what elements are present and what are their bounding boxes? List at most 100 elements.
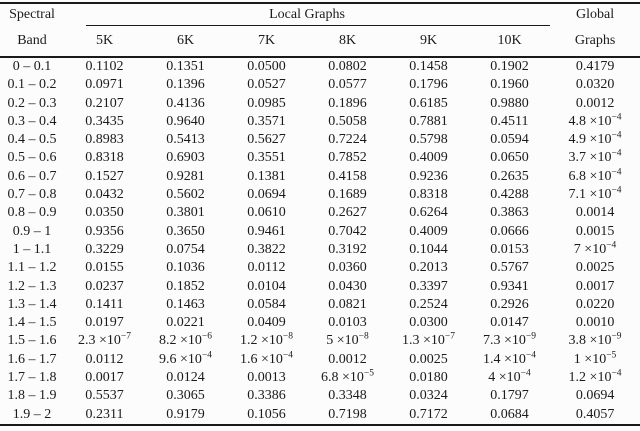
local-graph-cell: 0.3571 xyxy=(247,113,286,129)
table-row: 1.2 – 1.3 0.0237 0.1852 0.0104 0.0430 0.3397 0… xyxy=(0,278,640,296)
header-size-5k: 5K xyxy=(64,26,145,58)
local-graph-cell: 0.3435 xyxy=(85,113,124,129)
local-graph-cell: 0.7042 xyxy=(328,223,367,239)
spectral-band-cell: 1.7 – 1.8 xyxy=(7,370,57,386)
local-graph-cell: 0.0821 xyxy=(328,296,367,312)
spectral-band-cell: 1.8 – 1.9 xyxy=(7,388,57,404)
local-graph-cell: 0.1056 xyxy=(247,406,286,422)
local-graph-cell: 0.1463 xyxy=(166,296,205,312)
local-graph-cell: 0.3229 xyxy=(85,241,124,257)
spectral-band-cell: 0.2 – 0.3 xyxy=(7,95,57,111)
local-graph-cell: 0.1796 xyxy=(409,77,448,93)
local-graph-cell: 0.1527 xyxy=(85,168,124,184)
local-graph-cell: 0.9179 xyxy=(166,406,205,422)
local-graph-cell: 0.8318 xyxy=(409,187,448,203)
local-graph-cell: 0.0584 xyxy=(247,296,286,312)
local-graph-cell: 0.0012 xyxy=(328,351,367,367)
header-global-line2: Graphs xyxy=(550,26,640,58)
local-graph-cell: 1.2 ×10−8 xyxy=(239,331,293,349)
local-graph-cell: 0.1896 xyxy=(328,95,367,111)
local-graph-cell: 5 ×10−8 xyxy=(326,331,369,349)
local-graph-cell: 0.7198 xyxy=(328,406,367,422)
global-graphs-cell: 0.0015 xyxy=(575,223,615,239)
spectral-band-cell: 0.9 – 1 xyxy=(12,223,52,239)
local-graph-cell: 0.5798 xyxy=(409,132,448,148)
local-graph-cell: 0.1396 xyxy=(166,77,205,93)
local-graph-cell: 0.5413 xyxy=(166,132,205,148)
local-graph-cell: 0.7881 xyxy=(409,113,448,129)
local-graph-cell: 0.0197 xyxy=(85,315,124,331)
local-graph-cell: 0.8983 xyxy=(85,132,124,148)
global-graphs-cell: 0.0017 xyxy=(575,278,615,294)
local-graph-cell: 0.1902 xyxy=(490,59,529,74)
header-size-9k: 9K xyxy=(388,26,469,58)
local-graph-cell: 0.9640 xyxy=(166,113,205,129)
spectral-band-cell: 0.8 – 0.9 xyxy=(7,205,57,221)
local-graph-cell: 0.0104 xyxy=(247,278,286,294)
local-graph-cell: 0.0103 xyxy=(328,315,367,331)
local-graph-cell: 0.2013 xyxy=(409,260,448,276)
local-graph-cell: 0.0594 xyxy=(490,132,529,148)
spectral-band-cell: 0.4 – 0.5 xyxy=(7,132,57,148)
global-graphs-cell: 0.0220 xyxy=(575,296,615,312)
global-graphs-cell: 0.0010 xyxy=(575,315,615,331)
local-graph-cell: 0.2524 xyxy=(409,296,448,312)
global-graphs-cell: 0.0694 xyxy=(575,388,615,404)
spectral-band-cell: 0.7 – 0.8 xyxy=(7,187,57,203)
local-graph-cell: 2.3 ×10−7 xyxy=(77,331,131,349)
local-graph-cell: 0.0017 xyxy=(85,370,124,386)
header-size-10k: 10K xyxy=(469,26,551,58)
local-graph-cell: 0.0432 xyxy=(85,187,124,203)
local-graph-cell: 0.3192 xyxy=(328,241,367,257)
table-row: 0.7 – 0.8 0.0432 0.5602 0.0694 0.1689 0.8318 0… xyxy=(0,186,640,204)
global-graphs-cell: 0.0014 xyxy=(575,205,615,221)
spectral-band-cell: 1.4 – 1.5 xyxy=(7,315,57,331)
local-graph-cell: 0.0221 xyxy=(166,315,205,331)
global-graphs-cell: 1 ×10−5 xyxy=(573,350,617,367)
local-graph-cell: 0.4009 xyxy=(409,150,448,166)
local-graph-cell: 0.0153 xyxy=(490,241,529,257)
local-graph-cell: 0.2627 xyxy=(328,205,367,221)
local-graph-cell: 0.0430 xyxy=(328,278,367,294)
local-graph-cell: 0.7172 xyxy=(409,406,448,422)
local-graph-cell: 0.2311 xyxy=(85,406,124,422)
global-graphs-cell: 0.0320 xyxy=(575,77,615,93)
local-graph-cell: 0.0650 xyxy=(490,150,529,166)
table-row: 0.6 – 0.7 0.1527 0.9281 0.1381 0.4158 0.9236 0… xyxy=(0,167,640,186)
local-graph-cell: 0.0013 xyxy=(247,370,286,386)
spectral-band-cell: 1.6 – 1.7 xyxy=(7,351,57,367)
table-row: 0.4 – 0.5 0.8983 0.5413 0.5627 0.7224 0.5798 0… xyxy=(0,131,640,149)
local-graph-cell: 0.3065 xyxy=(166,388,205,404)
local-graph-cell: 0.2926 xyxy=(490,296,529,312)
table-row: 0.1 – 0.2 0.0971 0.1396 0.0527 0.0577 0.1796 0… xyxy=(0,76,640,94)
table-row: 1.7 – 1.8 0.0017 0.0124 0.0013 6.8 ×10−5 0.01… xyxy=(0,369,640,387)
local-graph-cell: 0.8318 xyxy=(85,150,124,166)
global-graphs-cell: 3.8 ×10−9 xyxy=(568,331,622,349)
local-graph-cell: 0.7224 xyxy=(328,132,367,148)
table-row: 1.5 – 1.6 2.3 ×10−7 8.2 ×10−6 1.2 ×10−8 5 ×1… xyxy=(0,332,640,350)
local-graph-cell: 0.3650 xyxy=(166,223,205,239)
local-graph-cell: 0.5767 xyxy=(490,260,529,276)
spectral-band-cell: 1 – 1.1 xyxy=(12,241,52,257)
local-graph-cell: 0.5627 xyxy=(247,132,286,148)
local-graph-cell: 0.0324 xyxy=(409,388,448,404)
local-graph-cell: 0.0802 xyxy=(328,59,367,74)
global-graphs-cell: 3.7 ×10−4 xyxy=(568,148,622,166)
local-graph-cell: 0.0180 xyxy=(409,370,448,386)
local-graph-cell: 0.0971 xyxy=(85,77,124,93)
local-graph-cell: 0.3551 xyxy=(247,150,286,166)
local-graph-cell: 0.0350 xyxy=(85,205,124,221)
local-graph-cell: 0.0237 xyxy=(85,278,124,294)
table-row: 1.4 – 1.5 0.0197 0.0221 0.0409 0.0103 0.0300 0… xyxy=(0,314,640,332)
local-graph-cell: 0.0610 xyxy=(247,205,286,221)
local-graph-cell: 0.5058 xyxy=(328,113,367,129)
local-graph-cell: 0.9880 xyxy=(490,95,529,111)
table-row: 0.8 – 0.9 0.0350 0.3801 0.0610 0.2627 0.6264 0… xyxy=(0,204,640,222)
header-row-columns: Band 5K 6K 7K 8K 9K 10K Graphs xyxy=(0,26,640,58)
local-graph-cell: 9.6 ×10−4 xyxy=(158,350,212,367)
local-graph-cell: 0.7852 xyxy=(328,150,367,166)
header-local-graphs: Local Graphs xyxy=(64,3,551,26)
local-graph-cell: 7.3 ×10−9 xyxy=(483,331,537,349)
local-graph-cell: 0.0409 xyxy=(247,315,286,331)
